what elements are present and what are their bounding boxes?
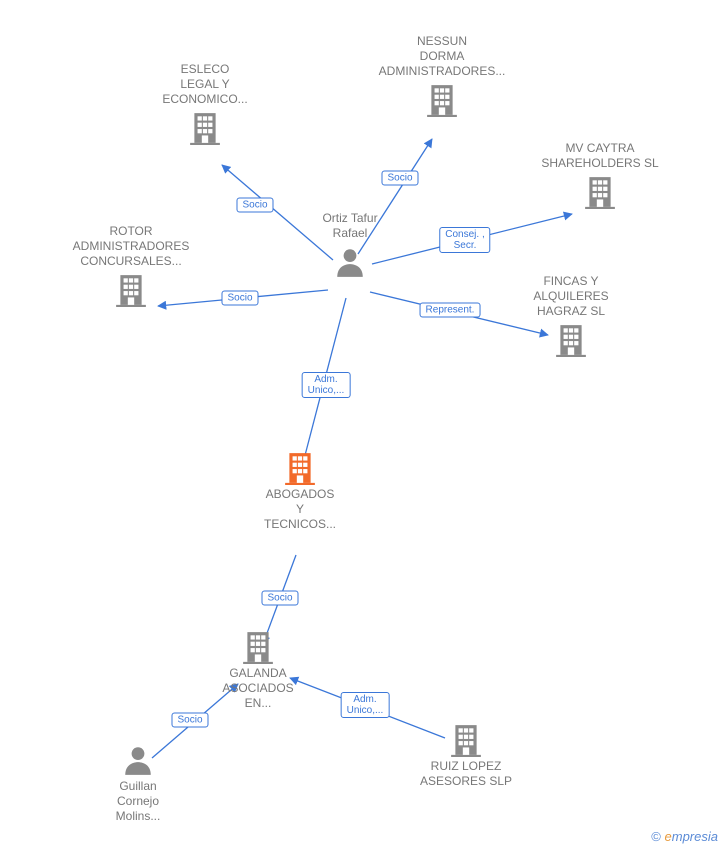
building-icon bbox=[241, 630, 275, 664]
node-center[interactable]: Ortiz Tafur Rafael bbox=[280, 209, 420, 279]
node-esleco[interactable]: ESLECO LEGAL Y ECONOMICO... bbox=[135, 60, 275, 145]
edge-label-center-rotor: Socio bbox=[221, 291, 258, 306]
node-mv[interactable]: MV CAYTRA SHAREHOLDERS SL bbox=[530, 139, 670, 209]
node-fincas[interactable]: FINCAS Y ALQUILERES HAGRAZ SL bbox=[501, 272, 641, 357]
node-guillan[interactable]: Guillan Cornejo Molins... bbox=[68, 743, 208, 824]
node-nessun[interactable]: NESSUN DORMA ADMINISTRADORES... bbox=[372, 32, 512, 117]
node-label: GALANDA ASOCIADOS EN... bbox=[188, 666, 328, 711]
building-icon bbox=[554, 323, 588, 357]
brand-name: empresia bbox=[665, 829, 718, 844]
node-galanda[interactable]: GALANDA ASOCIADOS EN... bbox=[188, 630, 328, 711]
node-label: Ortiz Tafur Rafael bbox=[280, 211, 420, 241]
edge-label-center-fincas: Represent. bbox=[420, 303, 481, 318]
edge-label-center-abogados: Adm.Unico,... bbox=[302, 372, 351, 398]
node-abogados[interactable]: ABOGADOS Y TECNICOS... bbox=[230, 451, 370, 532]
node-label: Guillan Cornejo Molins... bbox=[68, 779, 208, 824]
node-label: FINCAS Y ALQUILERES HAGRAZ SL bbox=[501, 274, 641, 319]
edge-label-ruiz-galanda: Adm.Unico,... bbox=[341, 692, 390, 718]
node-label: ROTOR ADMINISTRADORES CONCURSALES... bbox=[61, 224, 201, 269]
person-icon bbox=[121, 743, 155, 777]
building-icon bbox=[425, 83, 459, 117]
footer-credit: © empresia bbox=[651, 829, 718, 844]
building-icon bbox=[449, 723, 483, 757]
building-icon bbox=[283, 451, 317, 485]
edge-label-center-nessun: Socio bbox=[381, 171, 418, 186]
node-label: RUIZ LOPEZ ASESORES SLP bbox=[396, 759, 536, 789]
building-icon bbox=[188, 111, 222, 145]
node-label: ESLECO LEGAL Y ECONOMICO... bbox=[135, 62, 275, 107]
edge-label-abogados-galanda: Socio bbox=[261, 591, 298, 606]
edge-label-guillan-galanda: Socio bbox=[171, 713, 208, 728]
edge-label-center-esleco: Socio bbox=[236, 198, 273, 213]
edges-layer bbox=[0, 0, 728, 850]
edge-label-center-mv: Consej. ,Secr. bbox=[439, 227, 490, 253]
node-label: ABOGADOS Y TECNICOS... bbox=[230, 487, 370, 532]
diagram-canvas: Ortiz Tafur Rafael ESLECO LEGAL Y ECONOM… bbox=[0, 0, 728, 850]
building-icon bbox=[114, 273, 148, 307]
node-label: MV CAYTRA SHAREHOLDERS SL bbox=[530, 141, 670, 171]
node-ruiz[interactable]: RUIZ LOPEZ ASESORES SLP bbox=[396, 723, 536, 789]
node-rotor[interactable]: ROTOR ADMINISTRADORES CONCURSALES... bbox=[61, 222, 201, 307]
building-icon bbox=[583, 175, 617, 209]
copyright-symbol: © bbox=[651, 829, 661, 844]
node-label: NESSUN DORMA ADMINISTRADORES... bbox=[372, 34, 512, 79]
person-icon bbox=[333, 245, 367, 279]
